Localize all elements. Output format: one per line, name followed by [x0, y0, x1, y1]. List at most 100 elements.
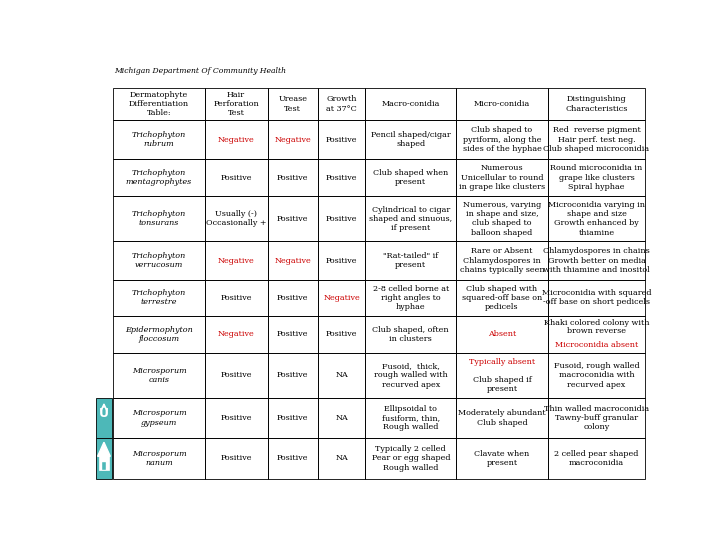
Text: Trichophyton
tonsurans: Trichophyton tonsurans — [132, 210, 186, 227]
Bar — [114, 120, 204, 159]
Text: Positive: Positive — [220, 174, 252, 181]
Text: 2 celled pear shaped
macroconidia: 2 celled pear shaped macroconidia — [554, 450, 639, 467]
Text: Microconidia varying in
shape and size
Growth enhanced by
thiamine: Microconidia varying in shape and size G… — [548, 201, 645, 237]
Text: Usually (-)
Occasionally +: Usually (-) Occasionally + — [206, 210, 266, 227]
Bar — [204, 398, 268, 438]
Text: Positive: Positive — [277, 454, 309, 462]
Text: Fusoid, rough walled
macroconidia with
recurved apex: Fusoid, rough walled macroconidia with r… — [554, 362, 639, 389]
Text: Macro-conidia: Macro-conidia — [382, 100, 440, 108]
Bar — [456, 241, 548, 280]
Bar — [268, 398, 318, 438]
Bar — [318, 280, 365, 316]
Bar — [268, 196, 318, 241]
Bar — [456, 316, 548, 353]
Text: Positive: Positive — [326, 256, 357, 265]
Text: Club shaped if: Club shaped if — [472, 376, 531, 384]
Text: Fusoid,  thick,
rough walled with
recurved apex: Fusoid, thick, rough walled with recurve… — [374, 362, 448, 389]
Text: 2-8 celled borne at
right angles to
hyphae: 2-8 celled borne at right angles to hyph… — [373, 285, 449, 311]
Bar — [318, 241, 365, 280]
Text: Negative: Negative — [274, 256, 311, 265]
Bar — [268, 316, 318, 353]
Bar — [365, 87, 456, 120]
Bar — [548, 241, 645, 280]
Bar — [114, 280, 204, 316]
Text: Microsporum
gypseum: Microsporum gypseum — [132, 409, 186, 427]
Bar — [268, 159, 318, 196]
Text: NA: NA — [336, 414, 348, 422]
Bar — [114, 438, 204, 478]
Text: Negative: Negative — [217, 330, 255, 338]
Text: Positive: Positive — [277, 215, 309, 222]
Bar — [548, 438, 645, 478]
Text: Microsporum
nanum: Microsporum nanum — [132, 450, 186, 467]
Bar — [114, 316, 204, 353]
Text: Red  reverse pigment
Hair perf. test neg.
Club shaped microconidia: Red reverse pigment Hair perf. test neg.… — [544, 126, 649, 153]
Text: Negative: Negative — [274, 136, 311, 144]
Polygon shape — [98, 442, 110, 456]
Bar — [548, 398, 645, 438]
Bar — [318, 398, 365, 438]
Text: Positive: Positive — [326, 215, 357, 222]
Text: Pencil shaped/cigar
shaped: Pencil shaped/cigar shaped — [371, 131, 451, 148]
Text: Trichophyton
mentagrophytes: Trichophyton mentagrophytes — [126, 169, 192, 186]
Text: Positive: Positive — [326, 136, 357, 144]
Text: Club shaped with
squared-off base on
pedicels: Club shaped with squared-off base on ped… — [462, 285, 542, 311]
Text: Growth
at 37°C: Growth at 37°C — [326, 96, 357, 112]
Bar — [268, 353, 318, 398]
Text: Microconidia with squared
-off base on short pedicels: Microconidia with squared -off base on s… — [541, 289, 651, 306]
Text: Negative: Negative — [323, 294, 360, 302]
Bar — [204, 120, 268, 159]
Text: Cylindrical to cigar
shaped and sinuous,
if present: Cylindrical to cigar shaped and sinuous,… — [369, 206, 452, 232]
Text: present: present — [487, 385, 518, 393]
Bar — [268, 120, 318, 159]
Text: Negative: Negative — [217, 256, 255, 265]
Bar — [204, 316, 268, 353]
Bar — [548, 87, 645, 120]
Bar — [99, 456, 109, 470]
Text: Club shaped when
present: Club shaped when present — [373, 169, 449, 186]
Bar — [102, 462, 106, 470]
Text: NA: NA — [336, 454, 348, 462]
Bar — [318, 316, 365, 353]
Bar — [456, 159, 548, 196]
Bar — [318, 353, 365, 398]
Text: Absent: Absent — [488, 330, 516, 338]
Text: Trichophyton
rubrum: Trichophyton rubrum — [132, 131, 186, 148]
Text: Chlamydospores in chains
Growth better on media
with thiamine and inositol: Chlamydospores in chains Growth better o… — [543, 247, 650, 274]
Text: Rare or Absent
Chlamydospores in
chains typically seen: Rare or Absent Chlamydospores in chains … — [460, 247, 544, 274]
Text: U: U — [99, 408, 109, 421]
Text: Typically absent: Typically absent — [469, 358, 535, 366]
Bar — [114, 87, 204, 120]
Bar — [96, 398, 112, 438]
Bar — [365, 438, 456, 478]
Bar — [548, 316, 645, 353]
Text: Ellipsoidal to
fusiform, thin,
Rough walled: Ellipsoidal to fusiform, thin, Rough wal… — [382, 405, 440, 431]
Bar — [365, 398, 456, 438]
Text: Positive: Positive — [220, 294, 252, 302]
Bar — [456, 87, 548, 120]
Text: Thin walled macroconidia
Tawny-buff granular
colony: Thin walled macroconidia Tawny-buff gran… — [544, 405, 649, 431]
Text: Numerous
Unicellular to round
in grape like clusters: Numerous Unicellular to round in grape l… — [459, 164, 545, 191]
Bar — [456, 280, 548, 316]
Text: Khaki colored colony with: Khaki colored colony with — [544, 319, 649, 327]
Bar — [96, 438, 112, 478]
Bar — [114, 159, 204, 196]
Text: Club shaped, often
in clusters: Club shaped, often in clusters — [372, 326, 449, 343]
Bar — [548, 280, 645, 316]
Bar — [456, 438, 548, 478]
Bar — [268, 438, 318, 478]
Text: Round microconidia in
grape like clusters
Spiral hyphae: Round microconidia in grape like cluster… — [550, 164, 642, 191]
Text: Urease
Test: Urease Test — [279, 96, 307, 112]
Text: Clavate when
present: Clavate when present — [474, 450, 530, 467]
Bar — [318, 159, 365, 196]
Text: Epidermophyton
floccosum: Epidermophyton floccosum — [125, 326, 193, 343]
Bar — [456, 398, 548, 438]
Bar — [365, 280, 456, 316]
Text: Trichophyton
verrucosum: Trichophyton verrucosum — [132, 252, 186, 269]
Bar — [204, 241, 268, 280]
Bar — [204, 438, 268, 478]
Text: Positive: Positive — [277, 294, 309, 302]
Bar — [456, 120, 548, 159]
Text: Negative: Negative — [217, 136, 255, 144]
Text: Club shaped to
pyriform, along the
sides of the hyphae: Club shaped to pyriform, along the sides… — [463, 126, 541, 153]
